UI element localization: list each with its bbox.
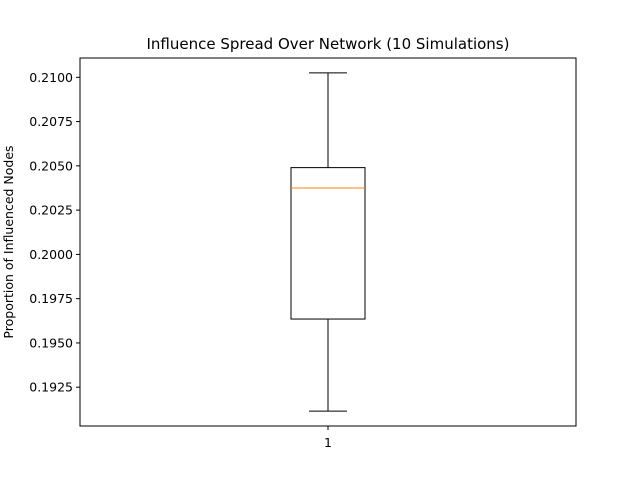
y-axis-label: Proportion of Influenced Nodes bbox=[1, 145, 16, 338]
x-axis-ticks: 1 bbox=[324, 426, 332, 450]
box-plot-group bbox=[290, 72, 366, 412]
y-tick-label: 0.1950 bbox=[29, 335, 73, 350]
axes-frame bbox=[79, 57, 577, 427]
y-tick-label: 0.2050 bbox=[29, 158, 73, 173]
y-tick-label: 0.1925 bbox=[29, 380, 73, 395]
x-tick-label: 1 bbox=[324, 435, 332, 450]
chart-title: Influence Spread Over Network (10 Simula… bbox=[147, 35, 510, 53]
y-tick-label: 0.2000 bbox=[29, 247, 73, 262]
y-tick-label: 0.1975 bbox=[29, 291, 73, 306]
y-tick-label: 0.2100 bbox=[29, 70, 73, 85]
interquartile-box bbox=[290, 167, 366, 320]
y-tick-label: 0.2025 bbox=[29, 203, 73, 218]
box-plot-marks bbox=[290, 72, 366, 412]
y-axis-ticks: 0.1925 0.1950 0.1975 0.2000 0.2025 0.2050 0.20… bbox=[29, 70, 80, 395]
y-tick-label: 0.2075 bbox=[29, 114, 73, 129]
